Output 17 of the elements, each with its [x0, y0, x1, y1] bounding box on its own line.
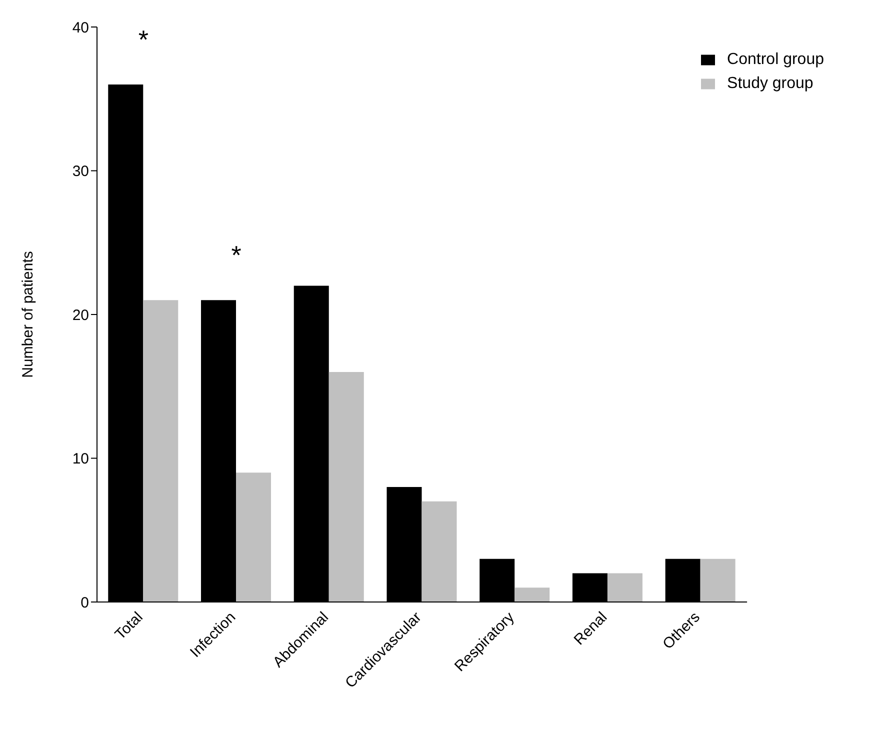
bar	[422, 501, 457, 602]
annotation: *	[231, 240, 242, 270]
bar	[236, 472, 272, 602]
bar	[700, 558, 736, 602]
legend-label: Control group	[727, 51, 824, 68]
bar	[143, 300, 178, 602]
y-tick-label: 10	[72, 450, 89, 468]
bar	[607, 573, 642, 602]
legend-label: Study group	[727, 75, 814, 92]
bar	[328, 372, 364, 602]
y-tick-label: 0	[80, 594, 89, 612]
y-axis-title: Number of patients	[19, 251, 36, 378]
annotation: *	[138, 24, 148, 54]
y-tick-label: 20	[72, 306, 89, 324]
y-tick-label: 40	[72, 19, 89, 36]
bar	[514, 588, 550, 602]
y-tick-label: 30	[72, 163, 89, 180]
